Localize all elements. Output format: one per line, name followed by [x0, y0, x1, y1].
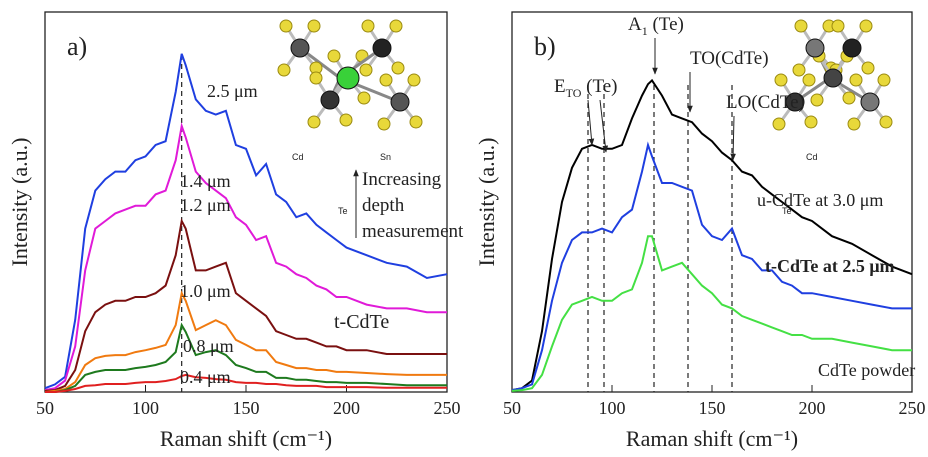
atom [278, 64, 290, 76]
x-tick-label: 50 [503, 398, 521, 418]
atom [410, 116, 422, 128]
peak-label: A1 (Te) [628, 14, 684, 38]
note: depth [362, 195, 405, 216]
atom [280, 20, 292, 32]
atom [860, 20, 872, 32]
atom-label: Cd [806, 152, 818, 162]
atom [824, 69, 842, 87]
peak-label-text: E [554, 76, 566, 97]
atom [843, 92, 855, 104]
line-series [45, 126, 447, 390]
atom [848, 118, 860, 130]
atom [321, 91, 339, 109]
peak-label-text: A [628, 14, 642, 35]
x-axis-label: Raman shift (cm⁻¹) [160, 426, 332, 451]
atom-label: Sn [380, 152, 391, 162]
y-axis-label: Intensity (a.u.) [7, 138, 32, 267]
x-tick-label: 250 [899, 398, 926, 418]
atom [392, 62, 404, 74]
line-series [45, 221, 447, 391]
atom-label: Te [338, 206, 348, 216]
atom [843, 39, 861, 57]
series-label: 1.2 μm [180, 195, 231, 215]
series-label: 2.5 μm [207, 81, 258, 101]
peak-label: TO(CdTe) [690, 48, 769, 69]
note: Increasing [362, 169, 442, 190]
atom [795, 20, 807, 32]
atom [773, 118, 785, 130]
panel-label: a) [67, 32, 87, 61]
atom [408, 74, 420, 86]
atom [308, 116, 320, 128]
peak-label-suffix: (Te) [648, 14, 684, 35]
x-axis-label: Raman shift (cm⁻¹) [626, 426, 798, 451]
atom [878, 74, 890, 86]
atom [358, 92, 370, 104]
peak-label-suffix: (Te) [581, 76, 617, 97]
atom [308, 20, 320, 32]
atom [378, 118, 390, 130]
atom-label: Cd [292, 152, 304, 162]
series-label: t-CdTe at 2.5 μm [765, 256, 895, 276]
panel-label: b) [534, 32, 556, 61]
x-tick-label: 50 [36, 398, 54, 418]
atom [803, 74, 815, 86]
atom [775, 74, 787, 86]
x-tick-label: 150 [699, 398, 726, 418]
note: measurement [362, 221, 464, 242]
x-tick-label: 250 [434, 398, 461, 418]
atom [360, 64, 372, 76]
series-label: 1.4 μm [180, 171, 231, 191]
atom [380, 74, 392, 86]
atom [806, 39, 824, 57]
atom [362, 20, 374, 32]
series-label: 0.4 μm [180, 367, 231, 387]
atom [811, 94, 823, 106]
atom [310, 72, 322, 84]
y-axis-label: Intensity (a.u.) [474, 138, 499, 267]
atom [328, 50, 340, 62]
atom [850, 74, 862, 86]
series-label: 1.0 μm [180, 281, 231, 301]
peak-label: LO(CdTe) [726, 92, 805, 113]
series-label: 0.8 μm [183, 336, 234, 356]
atom [861, 93, 879, 111]
atom [391, 93, 409, 111]
peak-label-text: TO(CdTe) [690, 48, 769, 69]
sample-label: t-CdTe [334, 311, 389, 333]
series-label: CdTe powder [818, 360, 915, 380]
atom [862, 62, 874, 74]
atom [793, 64, 805, 76]
atom [805, 116, 817, 128]
x-tick-label: 150 [233, 398, 260, 418]
x-tick-label: 200 [799, 398, 826, 418]
peak-arrow [600, 100, 606, 152]
atom [291, 39, 309, 57]
atom [373, 39, 391, 57]
x-tick-label: 100 [132, 398, 159, 418]
peak-label-sub: TO [566, 86, 582, 100]
x-tick-label: 100 [599, 398, 626, 418]
atom [880, 116, 892, 128]
series-label: u-CdTe at 3.0 μm [757, 190, 883, 210]
peak-label: ETO (Te) [554, 76, 618, 100]
peak-arrow [733, 116, 734, 160]
atom [340, 114, 352, 126]
atom [390, 20, 402, 32]
atom [832, 20, 844, 32]
figure: 50 100 150 200 250 Raman shift (cm⁻¹) Intensit… [0, 0, 928, 457]
x-tick-label: 200 [333, 398, 360, 418]
atom [337, 67, 359, 89]
peak-label-text: LO(CdTe) [726, 92, 805, 113]
